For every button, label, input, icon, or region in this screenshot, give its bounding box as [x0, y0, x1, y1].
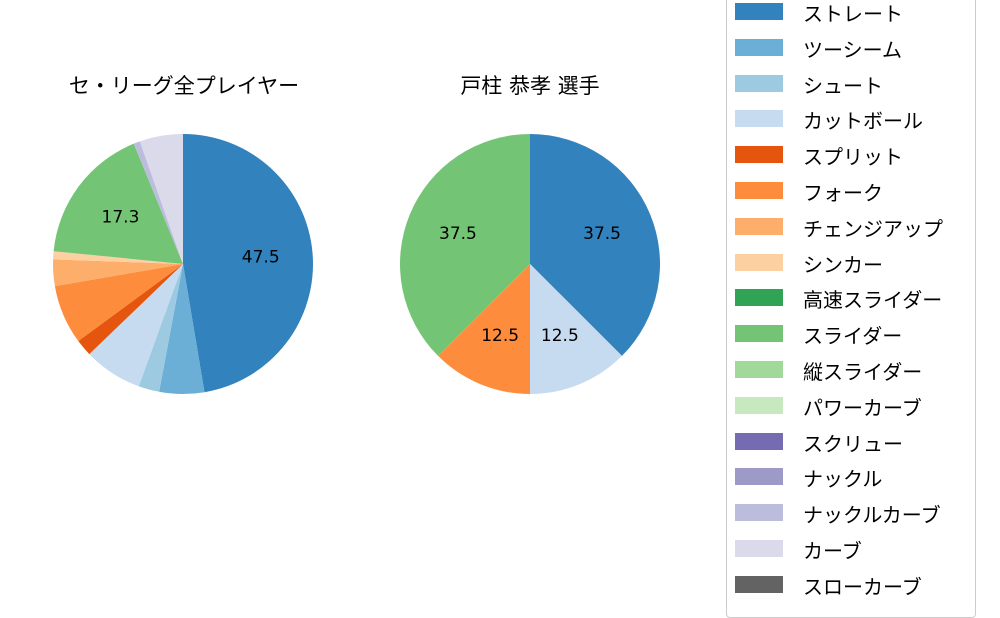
legend-label: パワーカーブ — [803, 395, 922, 420]
legend-swatch — [735, 432, 783, 450]
pie-slice — [78, 264, 183, 355]
legend-label: スプリット — [803, 145, 903, 170]
legend-swatch — [735, 289, 783, 307]
legend-item: パワーカーブ — [727, 387, 975, 423]
legend-swatch — [735, 468, 783, 486]
legend-swatch — [735, 253, 783, 271]
slice-value-label: 47.5 — [242, 248, 280, 268]
legend-item: カーブ — [727, 530, 975, 566]
legend-item: ナックルカーブ — [727, 494, 975, 530]
pie-slice — [530, 264, 622, 394]
legend-label: スライダー — [803, 324, 903, 349]
legend-swatch — [735, 504, 783, 522]
legend-item: チェンジアップ — [727, 208, 975, 244]
pie-slice — [159, 264, 205, 394]
legend-label: 高速スライダー — [803, 288, 943, 313]
legend-swatch — [735, 575, 783, 593]
slice-value-label: 37.5 — [439, 224, 477, 244]
legend-swatch — [735, 74, 783, 92]
legend-label: フォーク — [803, 181, 883, 205]
pie-slice — [399, 134, 530, 356]
league-chart-title: セ・リーグ全プレイヤー — [68, 74, 300, 98]
legend-item: ストレート — [727, 0, 975, 29]
legend-swatch — [735, 38, 783, 56]
legend-swatch — [735, 325, 783, 343]
legend-item: スローカーブ — [727, 566, 975, 602]
player-chart-title: 戸柱 恭孝 選手 — [460, 74, 600, 98]
legend-swatch — [735, 361, 783, 378]
pie-slice — [530, 134, 660, 356]
legend-item: 縦スライダー — [727, 351, 975, 387]
pie-slice — [54, 264, 183, 342]
legend-swatch — [735, 182, 783, 199]
pie-slice — [139, 134, 183, 264]
slice-value-label: 37.5 — [583, 224, 621, 244]
player-pie-chart: 37.5 12.5 12.5 37.5 — [399, 134, 660, 394]
legend-swatch — [735, 396, 783, 414]
legend-label: 縦スライダー — [803, 360, 923, 384]
legend-label: ナックルカーブ — [803, 503, 941, 528]
league-pie-chart: 47.5 17.3 — [52, 134, 313, 394]
pie-charts: 47.5 17.3 37.5 12.5 12.5 37.5 — [52, 134, 660, 394]
slice-value-label: 12.5 — [481, 326, 519, 346]
legend-item: シンカー — [727, 244, 975, 280]
legend-label: シュート — [803, 73, 883, 98]
legend-label: スクリュー — [803, 431, 903, 456]
legend-item: ナックル — [727, 458, 975, 494]
pie-slice — [438, 264, 530, 394]
legend-item: スクリュー — [727, 423, 975, 459]
legend-label: チェンジアップ — [803, 216, 943, 241]
legend-label: スローカーブ — [803, 574, 922, 599]
pie-slice — [133, 141, 183, 264]
legend-swatch — [735, 3, 783, 20]
legend-item: 高速スライダー — [727, 279, 975, 315]
legend-item: スプリット — [727, 136, 975, 172]
pie-slice — [52, 259, 183, 287]
pie-slice — [89, 264, 183, 387]
legend: ストレートツーシームシュートカットボール スプリットフォークチェンジアップ シンカー… — [726, 0, 976, 618]
legend-label: カーブ — [803, 539, 862, 563]
legend-label: ナックル — [803, 467, 883, 492]
legend-swatch — [735, 146, 783, 164]
legend-swatch — [735, 110, 783, 128]
legend-label: ツーシーム — [803, 37, 902, 62]
slice-value-label: 17.3 — [102, 207, 140, 227]
legend-label: カットボール — [803, 109, 923, 134]
pie-slice — [53, 143, 184, 264]
pie-slice — [53, 251, 184, 264]
pie-slice — [183, 134, 313, 393]
legend-item: ツーシーム — [727, 29, 975, 65]
legend-item: フォーク — [727, 172, 975, 208]
legend-label: ストレート — [803, 2, 903, 26]
slice-value-label: 12.5 — [541, 326, 579, 346]
legend-item: シュート — [727, 65, 975, 101]
legend-item: スライダー — [727, 315, 975, 351]
legend-label: シンカー — [803, 252, 883, 277]
legend-item: カットボール — [727, 100, 975, 136]
legend-swatch — [735, 217, 783, 235]
legend-swatch — [735, 540, 783, 557]
pie-slice — [138, 264, 183, 392]
